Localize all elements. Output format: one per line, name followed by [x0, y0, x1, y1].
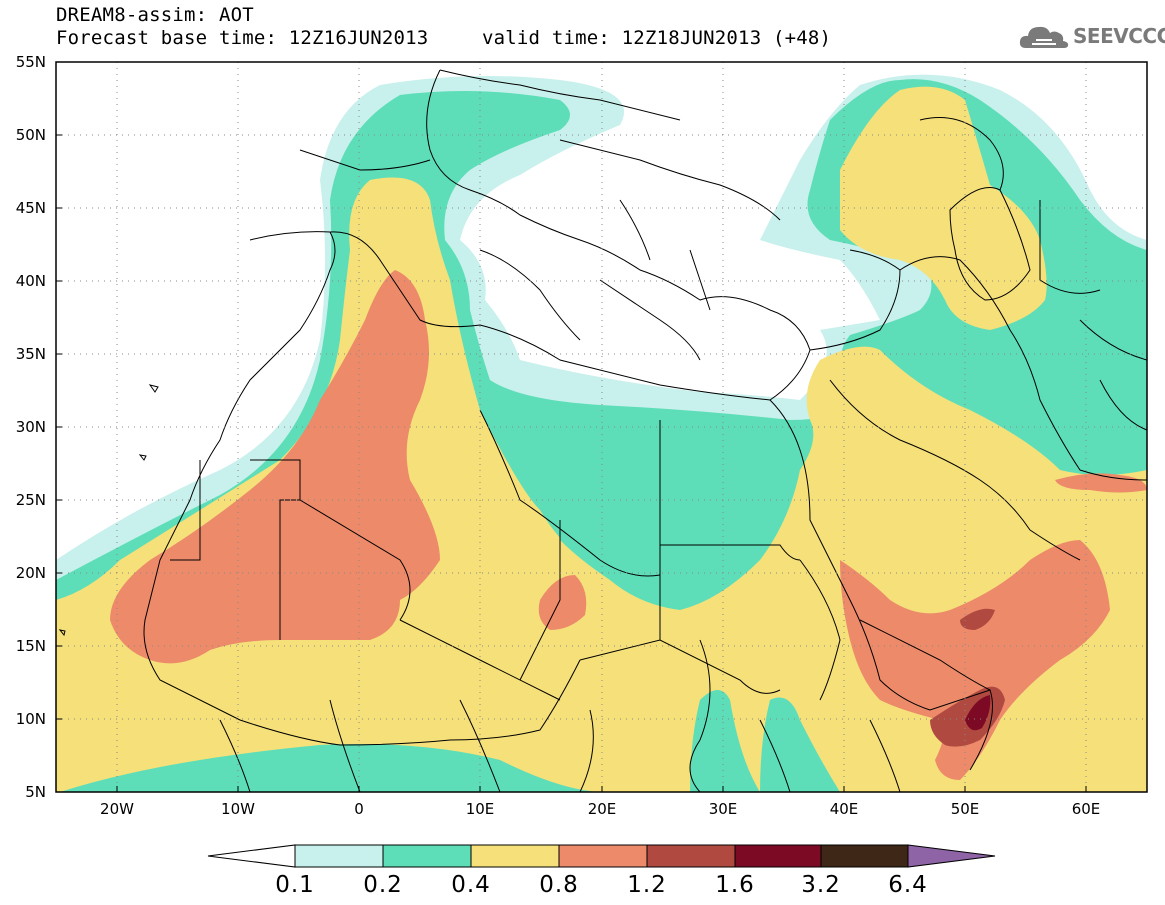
lat-label-10n: 10N: [15, 710, 46, 728]
lon-label-10w: 10W: [221, 800, 255, 818]
lat-label-15n: 15N: [15, 637, 46, 655]
lat-label-40n: 40N: [15, 272, 46, 290]
colorbar-bin-1: [382, 844, 472, 868]
colorbar-bin-5: [734, 844, 822, 868]
lon-label-60e: 60E: [1071, 800, 1101, 818]
colorbar-extend-max: [907, 844, 996, 868]
colorbar-label-1.6: 1.6: [715, 872, 755, 898]
colorbar-bin-6: [820, 844, 909, 868]
colorbar-label-0.4: 0.4: [451, 872, 491, 898]
lat-label-20n: 20N: [15, 564, 46, 582]
lat-label-5n: 5N: [25, 783, 46, 801]
tick-marks: [56, 134, 1087, 792]
lon-label-0: 0: [354, 800, 364, 818]
colorbar-bin-3: [558, 844, 648, 868]
colorbar-label-1.2: 1.2: [627, 872, 667, 898]
colorbar-label-3.2: 3.2: [801, 872, 841, 898]
colorbar-extend-min: [207, 844, 296, 868]
colorbar-label-0.1: 0.1: [275, 872, 315, 898]
logo-text: SEEVCCC: [1073, 24, 1165, 48]
lon-label-10e: 10E: [465, 800, 495, 818]
colorbar-label-6.4: 6.4: [888, 872, 928, 898]
lon-label-20w: 20W: [100, 800, 134, 818]
seevccc-logo: SEEVCCC: [1018, 22, 1165, 54]
aot-band-1.6: [965, 695, 991, 731]
lat-label-25n: 25N: [15, 491, 46, 509]
lat-label-55n: 55N: [15, 53, 46, 71]
forecast-base-time: Forecast base time: 12Z16JUN2013: [56, 27, 429, 49]
lon-label-50e: 50E: [950, 800, 980, 818]
cloud-icon: [1019, 26, 1069, 48]
colorbar-bin-0: [294, 844, 384, 868]
lon-label-40e: 40E: [829, 800, 859, 818]
map-title: DREAM8-assim: AOT: [56, 4, 254, 26]
lat-label-50n: 50N: [15, 126, 46, 144]
colorbar: [207, 844, 996, 868]
coastlines-and-borders: [58, 69, 1147, 792]
colorbar-bin-4: [646, 844, 736, 868]
colorbar-label-0.8: 0.8: [539, 872, 579, 898]
lat-label-35n: 35N: [15, 345, 46, 363]
lat-label-30n: 30N: [15, 418, 46, 436]
colorbar-bin-2: [470, 844, 560, 868]
lon-label-30e: 30E: [708, 800, 738, 818]
lon-label-20e: 20E: [587, 800, 617, 818]
colorbar-label-0.2: 0.2: [363, 872, 403, 898]
lat-label-45n: 45N: [15, 199, 46, 217]
valid-time: valid time: 12Z18JUN2013 (+48): [482, 27, 832, 49]
aot-band-0.2-inner: [60, 426, 840, 792]
aot-band-0.8: [110, 270, 1147, 780]
